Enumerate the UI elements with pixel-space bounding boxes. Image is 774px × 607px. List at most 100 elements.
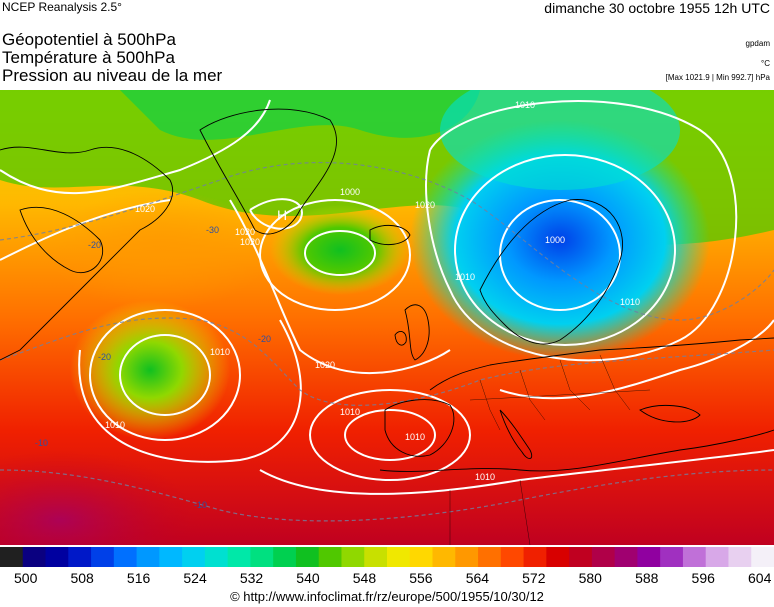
isobar-low-outer (425, 100, 738, 362)
temperature-lines (0, 161, 774, 522)
color-scale-label: 588 (635, 570, 659, 586)
copyright-symbol: © (230, 589, 240, 604)
color-scale-swatch (728, 547, 752, 567)
isobar-label: 1020 (415, 200, 435, 210)
color-scale-swatch (0, 547, 24, 567)
color-scale-label: 500 (14, 570, 38, 586)
coast-iberia (384, 399, 455, 457)
source-label: NCEP Reanalysis 2.5° (2, 0, 122, 14)
color-scale-swatch (478, 547, 502, 567)
color-scale-label: 540 (296, 570, 320, 586)
temperature-label: -10 (194, 500, 207, 510)
north-green-core (120, 90, 480, 140)
isobar-label-group: 1020 1020 1000 1010 1020 1010 1000 1010 … (105, 100, 640, 482)
isobar-label: 1010 (455, 272, 475, 282)
color-scale-swatch (227, 547, 251, 567)
border-africa-2 (519, 479, 531, 545)
isobar-label: 1010 (105, 420, 125, 430)
isobar-label: 1010 (210, 347, 230, 357)
color-scale-swatch (637, 547, 661, 567)
temperature-label-group: -20 -30 -20 -20 -10 -10 (35, 225, 271, 510)
cold-core-scandinavia (410, 120, 710, 360)
color-scale-swatch (250, 547, 274, 567)
coast-europe-north (429, 337, 774, 391)
color-scale-swatch (682, 547, 707, 567)
isobar-atl-outer (78, 319, 302, 463)
color-scale-swatch (182, 547, 206, 567)
title-geopotential: Géopotentiel à 500hPa (2, 30, 176, 49)
isobar-label: 1020 (315, 360, 335, 370)
color-scale-swatch (660, 547, 684, 567)
coastlines (0, 108, 774, 472)
coast-iceland (369, 224, 411, 246)
temperature-label: -10 (35, 438, 48, 448)
temperature-label: -20 (98, 352, 111, 362)
isobar-iberia-inner (344, 409, 436, 461)
isobar-east (499, 319, 774, 400)
color-scale-label: 532 (239, 570, 264, 586)
color-scale-swatch (45, 547, 69, 567)
coast-greenland (199, 108, 337, 235)
color-scale-label: 572 (522, 570, 546, 586)
isobar-label: 1010 (405, 432, 425, 442)
border-1 (479, 379, 501, 431)
color-scale-swatch (523, 547, 547, 567)
temperature-label: -30 (206, 225, 219, 235)
color-scale-label: 516 (126, 570, 151, 586)
color-scale-swatch (341, 547, 365, 567)
temp-line-3 (0, 469, 774, 522)
color-scale-swatch (273, 547, 297, 567)
color-scale-label: 596 (691, 570, 715, 586)
color-scale-swatch (591, 547, 616, 567)
color-scale-swatch (500, 547, 525, 567)
isobar-central (229, 199, 451, 375)
coast-britain (404, 304, 430, 361)
isobar-iberia-outer (309, 389, 471, 481)
weather-map: 1020 1020 1000 1010 1020 1010 1000 1010 … (0, 90, 774, 545)
color-scale-swatch (295, 547, 320, 567)
color-scale-label: 548 (352, 570, 377, 586)
units-legend: gpdam °C [Max 1021.9 | Min 992.7] hPa (666, 40, 770, 82)
border-3 (559, 359, 591, 411)
cold-band (440, 90, 680, 190)
color-scale-bar (0, 547, 774, 567)
color-scale-swatch (569, 547, 593, 567)
isobar-atl-inner (119, 334, 211, 416)
color-scale-swatch (455, 547, 479, 567)
title-pressure: Pression au niveau de la mer (2, 66, 223, 85)
color-scale-swatch (68, 547, 92, 567)
isobar-iceland-outer (259, 199, 411, 311)
temperature-label: -20 (88, 240, 101, 250)
isobar-label: 1020 (240, 237, 260, 247)
green-low-atlantic (70, 300, 230, 440)
temp-line-2 (0, 317, 774, 406)
weather-map-svg: 1020 1020 1000 1010 1020 1010 1000 1010 … (0, 90, 774, 545)
unit-geopotential: gpdam (745, 39, 770, 48)
color-scale-swatch (751, 547, 774, 567)
isobar-label: 1010 (515, 100, 535, 110)
color-scale-label: 524 (183, 570, 207, 586)
coast-scandinavia (479, 199, 623, 345)
isobar-label: 1020 (235, 227, 255, 237)
temp-line-1 (0, 161, 774, 321)
coast-hudson (19, 206, 104, 274)
green-low-iceland (270, 205, 410, 295)
color-scale-swatch (136, 547, 160, 567)
pressure-range: [Max 1021.9 | Min 992.7] hPa (665, 73, 770, 82)
color-scale-swatch (387, 547, 411, 567)
border-4 (599, 354, 631, 411)
orange-high-labrador (50, 190, 270, 310)
unit-temperature: °C (761, 59, 770, 68)
color-scale-swatch (318, 547, 342, 567)
color-scale-label: 604 (748, 570, 772, 586)
color-scale-label: 508 (70, 570, 94, 586)
source-url[interactable]: http://www.infoclimat.fr/rz/europe/500/1… (243, 589, 544, 604)
isobars (0, 99, 774, 495)
coast-north-america (0, 146, 174, 361)
coast-black-sea (639, 405, 701, 423)
color-scale-swatch (91, 547, 115, 567)
color-scale-swatch (546, 547, 570, 567)
isobar-label: 1010 (475, 472, 495, 482)
isobar-label: 1010 (620, 297, 640, 307)
isobar-label: 1010 (340, 407, 360, 417)
